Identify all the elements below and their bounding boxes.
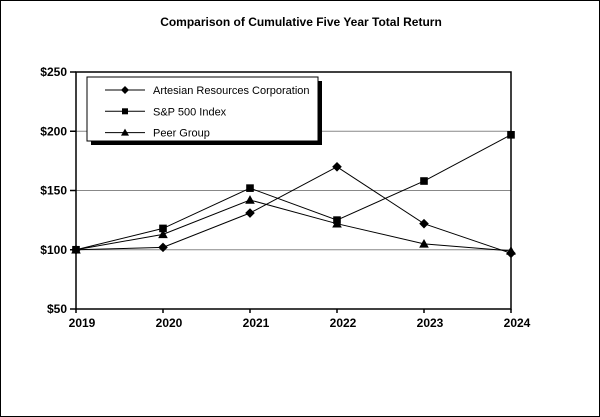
legend-marker-0 <box>121 86 129 94</box>
series-marker-0 <box>506 248 516 259</box>
x-tick-label: 2020 <box>156 316 183 330</box>
y-tick-label: $50 <box>47 302 67 316</box>
series-line-0 <box>75 166 512 254</box>
y-tick-label: $150 <box>40 184 67 198</box>
series-marker-2 <box>419 239 429 248</box>
series-marker-1 <box>72 245 80 254</box>
series-line-2 <box>75 199 512 252</box>
y-tick-label: $100 <box>40 243 67 257</box>
series-marker-1 <box>420 177 428 185</box>
legend-marker-2 <box>121 128 129 136</box>
series-marker-1 <box>246 184 254 192</box>
x-tick-label: 2022 <box>330 316 357 330</box>
legend-label-2: Peer Group <box>153 128 210 140</box>
series-line-1 <box>75 134 512 251</box>
x-tick-label: 2019 <box>69 316 96 330</box>
series-marker-0 <box>419 218 429 229</box>
x-tick-label: 2024 <box>504 316 531 330</box>
legend-label-1: S&P 500 Index <box>153 106 227 118</box>
series-marker-0 <box>158 242 168 253</box>
series-marker-0 <box>245 208 255 218</box>
legend-label-0: Artesian Resources Corporation <box>153 85 310 97</box>
series-marker-1 <box>507 131 515 139</box>
y-tick-label: $200 <box>40 124 67 138</box>
chart-title: Comparison of Cumulative Five Year Total… <box>160 15 442 29</box>
series-marker-1 <box>333 216 341 224</box>
series-marker-2 <box>158 229 168 239</box>
x-tick-label: 2021 <box>243 316 270 330</box>
legend-marker-1 <box>122 108 128 115</box>
y-tick-label: $250 <box>40 65 67 79</box>
x-tick-label: 2023 <box>417 316 444 330</box>
series-marker-1 <box>159 224 167 233</box>
series-marker-2 <box>245 195 255 204</box>
series-marker-0 <box>332 162 342 172</box>
